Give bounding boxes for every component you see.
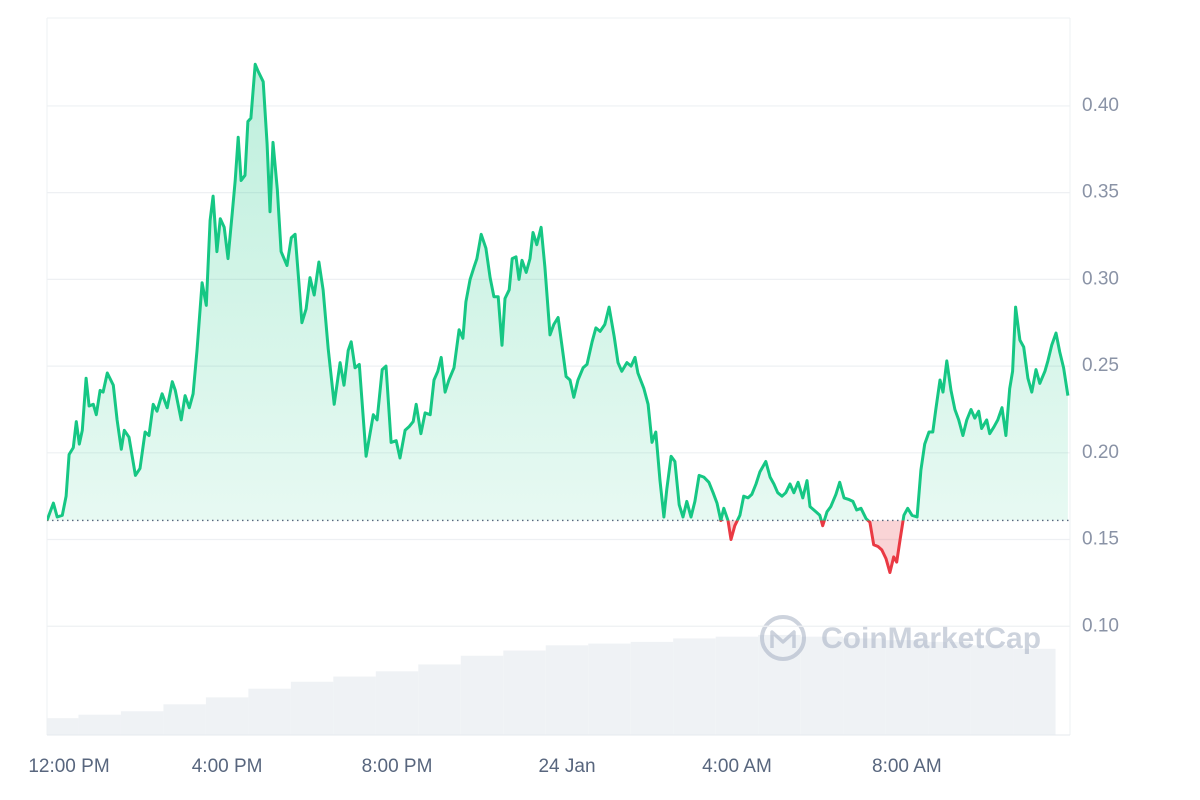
volume-bar <box>970 645 1014 735</box>
x-tick-label: 4:00 PM <box>192 756 263 777</box>
volume-bar <box>715 636 759 735</box>
watermark-text: CoinMarketCap <box>821 622 1041 655</box>
volume-bar <box>928 641 971 735</box>
volume-bar <box>630 641 674 735</box>
y-tick-label: 0.25 <box>1082 355 1119 376</box>
volume-bar <box>588 643 631 735</box>
y-tick-label: 0.40 <box>1082 95 1119 116</box>
y-tick-label: 0.35 <box>1082 182 1119 203</box>
price-line <box>47 62 1070 521</box>
x-tick-label: 4:00 AM <box>702 756 772 777</box>
y-tick-label: 0.15 <box>1082 529 1119 550</box>
volume-bar <box>375 671 419 735</box>
volume-bar <box>47 718 79 735</box>
y-tick-label: 0.30 <box>1082 268 1119 289</box>
y-tick-label: 0.20 <box>1082 442 1119 463</box>
x-tick-label: 8:00 AM <box>872 756 942 777</box>
x-tick-label: 12:00 PM <box>28 756 109 777</box>
volume-bar <box>673 638 716 735</box>
area-above <box>47 64 1068 521</box>
y-tick-label: 0.10 <box>1082 615 1119 636</box>
volume-bar <box>843 638 886 735</box>
volume-bar <box>800 636 844 735</box>
volume-bar <box>120 711 164 735</box>
volume-bar <box>78 714 121 735</box>
volume-bar <box>248 688 291 735</box>
volume-bar <box>503 650 546 735</box>
volume-bar <box>290 681 334 735</box>
volume-bar <box>205 697 249 735</box>
volume-bar <box>460 655 504 735</box>
volume-bar <box>333 676 376 735</box>
volume <box>47 634 1056 735</box>
x-tick-label: 8:00 PM <box>362 756 433 777</box>
watermark: CoinMarketCap <box>760 615 1041 661</box>
volume-bar <box>885 640 929 735</box>
volume-bar <box>545 645 589 735</box>
volume-bar <box>418 664 461 735</box>
volume-bar <box>163 704 206 735</box>
x-tick-label: 24 Jan <box>538 756 595 777</box>
volume-bar <box>1013 648 1056 735</box>
